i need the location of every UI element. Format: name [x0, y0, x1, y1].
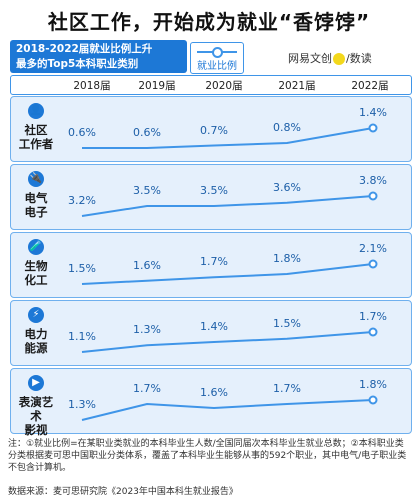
header-line1: 2018-2022届就业比例上升	[16, 43, 153, 55]
data-label: 0.7%	[200, 123, 228, 137]
data-label: 1.6%	[133, 258, 161, 272]
data-label: 3.8%	[359, 174, 387, 187]
chart-header: 2018-2022届就业比例上升 最多的Top5本科职业类别	[10, 40, 187, 73]
series-line	[81, 195, 374, 217]
data-label: 0.6%	[133, 126, 161, 139]
brand-logo: 网易文创 /数读	[288, 50, 372, 66]
series-label-line: 电力	[24, 327, 48, 341]
brand-separator: /	[346, 52, 350, 65]
series-row: 🔌 电气 电子 3.2% 3.5% 3.5% 3.6% 3.8%	[10, 164, 412, 230]
legend-label: 就业比例	[197, 61, 237, 72]
data-label: 1.3%	[133, 323, 161, 337]
data-label: 2.1%	[359, 242, 387, 255]
year-label: 2020届	[205, 80, 243, 92]
series-line-chart	[81, 191, 378, 217]
data-point	[368, 259, 378, 269]
data-label: 1.1%	[68, 330, 96, 343]
year-label: 2021届	[278, 80, 316, 92]
series-label-line: 工作者	[18, 137, 54, 151]
data-label: 1.8%	[359, 378, 387, 391]
data-point	[368, 191, 378, 201]
series-label-line: 社区	[24, 123, 48, 137]
series-label-line: 影视	[24, 423, 48, 437]
data-label: 1.4%	[200, 320, 228, 333]
data-point	[368, 327, 378, 337]
footnotes: 注：①就业比例=在某职业类就业的本科毕业生人数/全国同届次本科毕业生就业总数；②…	[8, 439, 407, 473]
data-point	[368, 395, 378, 405]
series-line-chart	[81, 395, 378, 421]
year-label: 2019届	[138, 80, 176, 92]
data-label: 3.5%	[200, 184, 228, 197]
data-label: 3.5%	[133, 184, 161, 197]
data-label: 1.7%	[133, 382, 161, 395]
series-line	[81, 263, 374, 285]
series-row: ⚡ 电力 能源 1.1% 1.3% 1.4% 1.5% 1.7%	[10, 300, 412, 366]
person-icon: 👤	[28, 103, 44, 119]
header-line2: 最多的Top5本科职业类别	[16, 58, 139, 70]
plug-icon: 🔌	[28, 171, 44, 187]
legend: 就业比例	[190, 42, 244, 74]
data-label: 1.6%	[200, 386, 228, 399]
data-label: 0.6%	[68, 126, 96, 139]
series-line	[81, 399, 374, 421]
series-label-line: 电气	[24, 191, 48, 205]
series-row: 👤 社区 工作者 0.6% 0.6% 0.7% 0.8% 1.4%	[10, 96, 412, 162]
year-label: 2022届	[351, 80, 389, 92]
data-label: 3.2%	[68, 194, 96, 207]
data-label: 1.5%	[273, 316, 301, 330]
data-point	[368, 123, 378, 133]
brand-dot-icon	[333, 53, 345, 65]
series-line-chart	[82, 123, 378, 149]
series-row: ▶ 表演艺术 影视 1.3% 1.7% 1.6% 1.7% 1.8%	[10, 368, 412, 437]
test-tube-icon: 🧪	[28, 239, 44, 255]
series-label: 生物 化工	[15, 259, 57, 287]
year-axis: 2018届 2019届 2020届 2021届 2022届	[10, 75, 412, 95]
series-label: 电气 电子	[15, 191, 57, 219]
series-label-line: 表演艺术	[18, 395, 54, 423]
data-label: 0.8%	[273, 121, 301, 134]
data-source: 数据来源：麦可思研究院《2023年中国本科生就业报告》	[8, 487, 238, 497]
page-title: 社区工作，开始成为就业“香饽饽”	[47, 10, 371, 34]
legend-marker-icon	[212, 47, 223, 58]
series-label: 电力 能源	[15, 327, 57, 355]
data-label: 1.8%	[273, 252, 301, 265]
series-row: 🧪 生物 化工 1.5% 1.6% 1.7% 1.8% 2.1%	[10, 232, 412, 298]
data-label: 1.7%	[200, 255, 228, 269]
series-label-line: 化工	[24, 273, 48, 287]
data-label: 1.7%	[359, 310, 387, 323]
series-label-line: 生物	[24, 259, 48, 273]
series-label: 表演艺术 影视	[15, 395, 57, 437]
lightning-icon: ⚡	[28, 307, 44, 323]
series-label: 社区 工作者	[15, 123, 57, 151]
data-label: 1.3%	[68, 398, 96, 411]
series-label-line: 能源	[24, 341, 48, 355]
series-line-chart	[81, 259, 378, 285]
data-label: 1.7%	[273, 382, 301, 395]
data-label: 3.6%	[273, 180, 301, 194]
data-label: 1.5%	[68, 262, 96, 275]
year-label: 2018届	[73, 80, 111, 92]
series-line-chart	[81, 327, 378, 353]
data-label: 1.4%	[359, 106, 387, 119]
series-line	[81, 331, 374, 353]
series-label-line: 电子	[24, 205, 48, 219]
play-icon: ▶	[28, 375, 44, 391]
brand-name: 网易文创	[288, 52, 332, 65]
series-line	[82, 127, 374, 149]
brand-suffix: 数读	[349, 52, 372, 65]
